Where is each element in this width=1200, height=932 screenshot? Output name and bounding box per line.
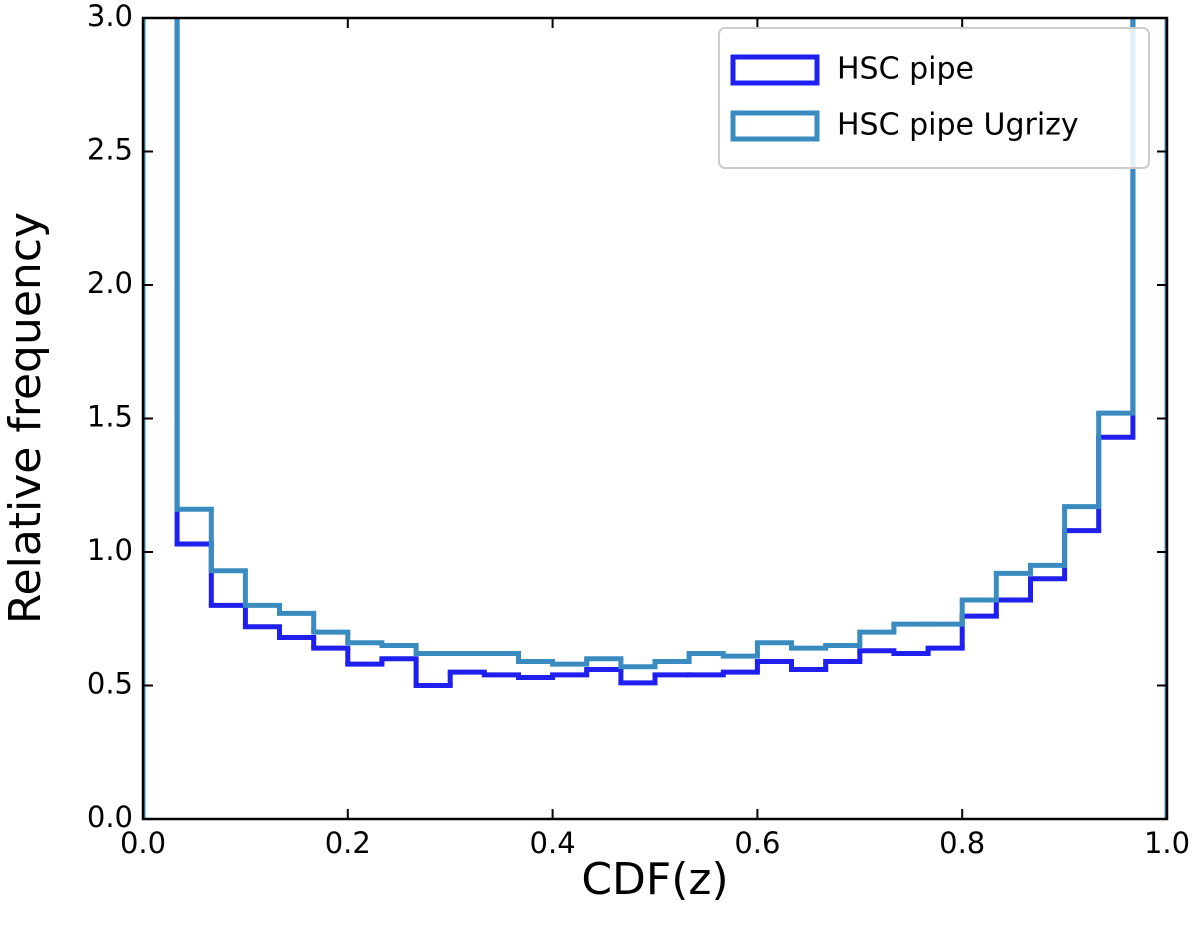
legend-swatch [730,110,820,142]
y-tick-label: 0.5 [87,667,133,701]
y-axis-label: Relative frequency [0,212,51,624]
x-tick-label: 0.6 [734,826,780,860]
legend-box [718,27,1150,169]
x-tick-label: 0.0 [120,826,166,860]
x-tick-label: 0.2 [325,826,371,860]
y-tick-label: 2.5 [87,133,133,167]
x-tick-label: 0.4 [530,826,576,860]
x-tick-label: 0.8 [939,826,985,860]
legend-swatch [730,54,820,86]
y-tick-label: 3.0 [87,0,133,33]
plot-area [143,18,1167,819]
y-tick-label: 2.0 [87,266,133,300]
y-tick-label: 1.5 [87,400,133,434]
legend-label: HSC pipe Ugrizy [837,108,1079,143]
legend-label: HSC pipe [837,52,974,87]
y-tick-label: 1.0 [87,533,133,567]
y-tick-label: 0.0 [87,800,133,834]
x-axis-label: CDF(z) [581,854,728,905]
x-tick-label: 1.0 [1144,826,1190,860]
